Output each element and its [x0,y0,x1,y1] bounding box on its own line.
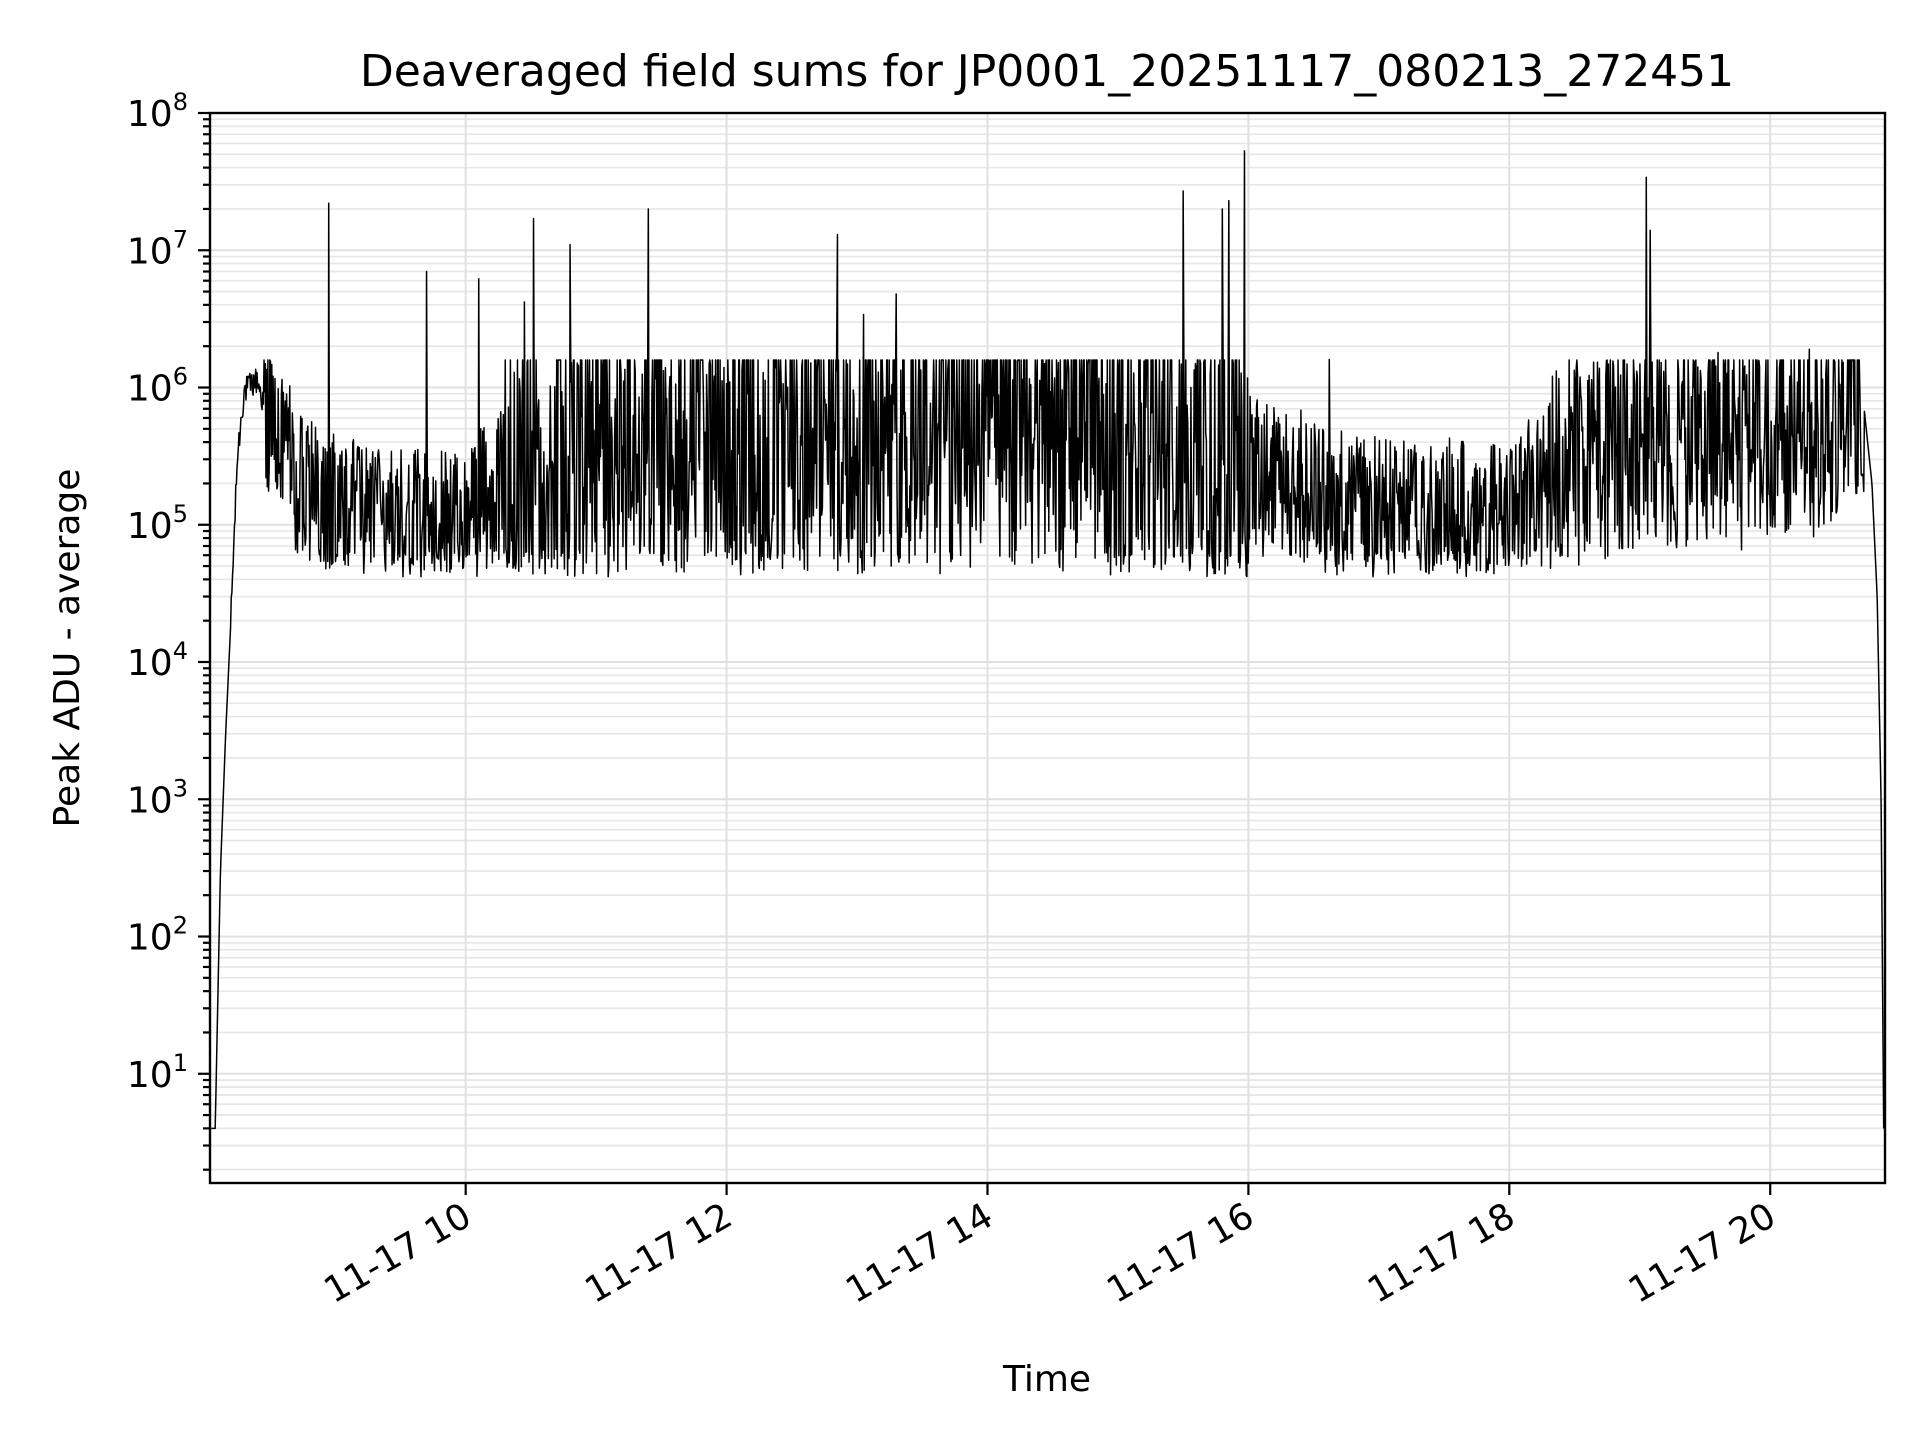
y-tick-label: 102 [127,912,188,959]
y-tick-label: 101 [127,1049,188,1096]
x-axis-ticks: 11-17 10 11-17 12 11-17 14 11-17 16 11-17 18… [318,1183,1783,1312]
x-tick-label: 11-17 16 [1100,1195,1261,1311]
x-axis-label: Time [1002,1359,1091,1400]
x-tick-label: 11-17 14 [839,1195,1000,1311]
y-tick-label: 106 [127,363,188,410]
x-tick-label: 11-17 12 [578,1195,739,1311]
x-tick-label: 11-17 18 [1361,1195,1522,1311]
y-axis-ticks: 101 102 103 104 105 106 107 108 [127,88,210,1171]
x-tick-label: 11-17 20 [1622,1195,1783,1311]
y-tick-label: 105 [127,500,188,547]
plot-area-frame [208,111,1887,1185]
y-tick-label: 104 [127,637,188,684]
y-axis-label: Peak ADU - average [47,469,88,828]
data-series [211,150,1885,1130]
y-tick-label: 107 [127,225,188,272]
y-tick-label: 103 [127,774,188,821]
x-tick-label: 11-17 10 [318,1195,479,1311]
y-tick-label: 108 [127,88,188,135]
series-line [211,150,1885,1130]
chart-title: Deaveraged field sums for JP0001_2025111… [360,46,1734,97]
grid [210,112,1885,1183]
